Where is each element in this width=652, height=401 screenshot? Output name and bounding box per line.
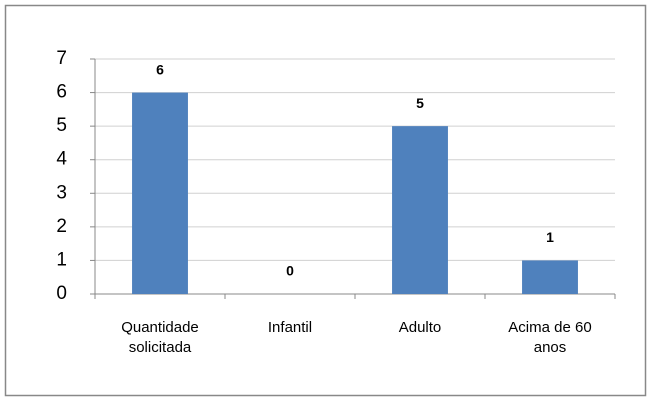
chart-border (4, 4, 647, 397)
y-tick-label: 2 (56, 216, 67, 237)
x-tick-label: Quantidade solicitada (121, 319, 199, 356)
y-tick-label: 6 (56, 82, 67, 103)
y-tick-label: 3 (56, 182, 67, 203)
x-tick-label: Adulto (398, 319, 442, 336)
y-tick-label: 1 (56, 249, 67, 270)
bar (522, 260, 578, 294)
y-tick-label: 7 (56, 48, 67, 69)
x-tick-label: Acima de 60 anos (508, 319, 592, 356)
value-label: 5 (416, 95, 424, 111)
bar (132, 92, 188, 294)
bar (392, 126, 448, 295)
y-tick-label: 4 (56, 149, 67, 170)
value-label: 0 (286, 263, 294, 279)
y-tick-label: 5 (56, 115, 67, 136)
y-tick-label: 0 (56, 283, 67, 304)
x-tick-label: Infantil (267, 319, 313, 336)
value-label: 1 (546, 229, 554, 245)
value-label: 6 (156, 61, 164, 77)
